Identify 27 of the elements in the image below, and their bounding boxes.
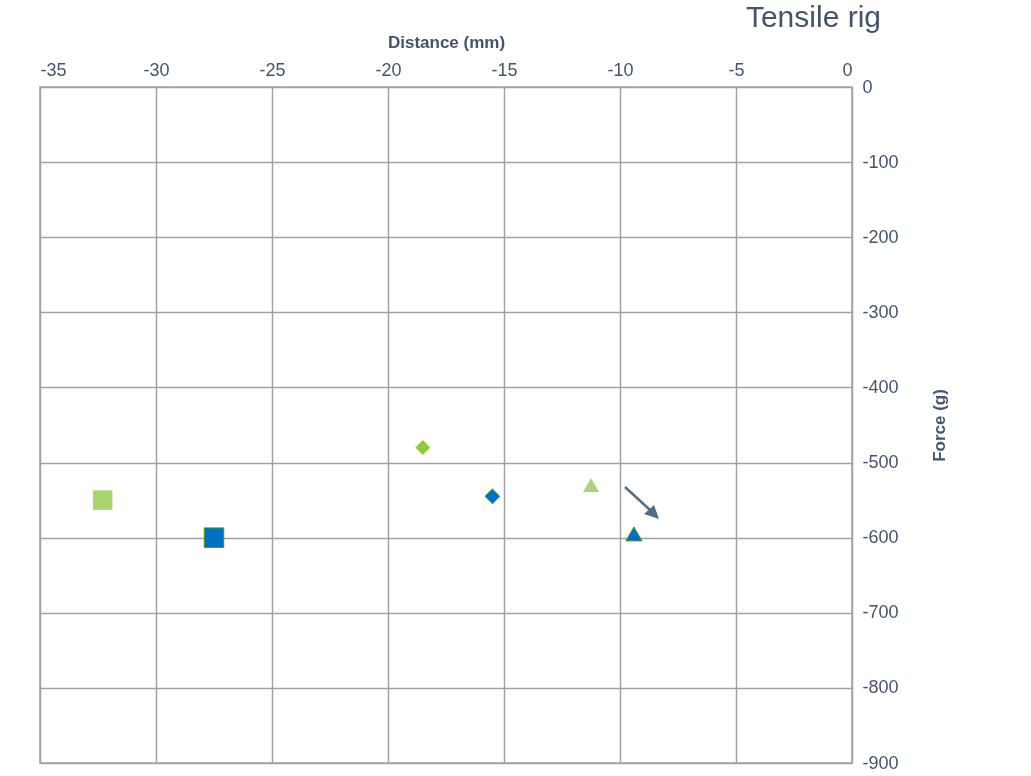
x-tick-label: -10 [607, 59, 634, 80]
x-tick-label: -5 [728, 59, 745, 80]
y-tick-label: -200 [862, 226, 899, 247]
x-tick-label: -30 [143, 59, 170, 80]
y-tick-label: -800 [862, 677, 899, 698]
y-tick-label: -900 [862, 752, 899, 773]
y-tick-label: -600 [862, 527, 899, 548]
y-tick-label: -100 [862, 151, 899, 172]
x-tick-label: -35 [40, 59, 67, 80]
chart-title: Tensile rig [745, 0, 881, 34]
y-axis-title: Force (g) [929, 389, 949, 462]
x-axis-title: Distance (mm) [387, 32, 506, 52]
point [625, 526, 643, 542]
point [484, 488, 501, 505]
point [415, 440, 431, 455]
x-tick-label: -15 [491, 59, 518, 80]
x-tick-label: -25 [259, 59, 286, 80]
point [92, 490, 113, 510]
y-tick-label: -700 [862, 602, 899, 623]
x-tick-label: 0 [842, 59, 853, 80]
y-tick-label: -400 [862, 376, 899, 397]
point [582, 478, 600, 493]
x-tick-label: -20 [375, 59, 402, 80]
y-tick-label: -300 [862, 301, 899, 322]
y-tick-label: -500 [862, 452, 899, 473]
point [203, 527, 225, 548]
y-tick-label: 0 [862, 76, 873, 97]
